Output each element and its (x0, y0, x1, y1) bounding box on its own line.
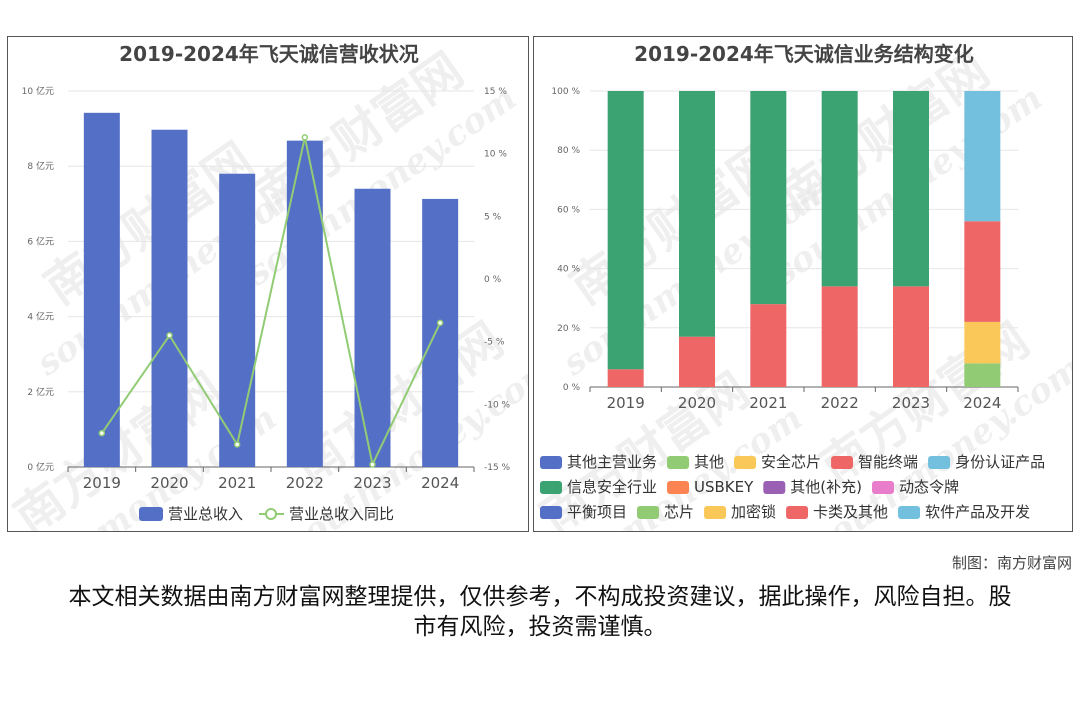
legend-swatch (872, 481, 895, 494)
legend-label: 芯片 (664, 503, 694, 521)
right-axis-tick: -15 % (484, 463, 511, 473)
y-axis-tick: 80 % (557, 146, 580, 156)
bar-revenue (286, 140, 323, 467)
right-axis-tick: -10 % (484, 400, 511, 410)
revenue-chart-panel: 南方财富网southmoney.com南方财富网southmoney.com南方… (7, 36, 529, 532)
legend-label: 其他(补充) (790, 478, 862, 496)
legend-swatch (667, 456, 690, 469)
right-axis-tick: 10 % (484, 150, 507, 160)
x-axis-label: 2023 (353, 474, 391, 492)
legend-label: 信息安全行业 (567, 478, 657, 496)
legend-label: 平衡项目 (567, 503, 627, 521)
chart-credit: 制图：南方财富网 (951, 554, 1072, 572)
bar-segment (893, 286, 929, 387)
legend-label: USBKEY (694, 478, 754, 496)
x-axis-label: 2024 (963, 394, 1001, 412)
legend-swatch (898, 506, 921, 519)
x-axis-label: 2019 (83, 474, 121, 492)
right-axis-tick: -5 % (484, 338, 505, 348)
y-axis-tick: 40 % (557, 265, 580, 275)
x-axis-label: 2021 (218, 474, 256, 492)
right-axis-tick: 0 % (484, 275, 502, 285)
x-axis-label: 2024 (421, 474, 459, 492)
legend-swatch (540, 481, 562, 494)
bar-revenue (219, 173, 256, 467)
legend-label: 动态令牌 (899, 478, 959, 496)
left-axis-tick: 0 亿元 (27, 461, 54, 473)
bar-segment (893, 91, 929, 287)
left-axis-tick: 4 亿元 (27, 311, 54, 323)
legend-label: 身份认证产品 (955, 453, 1045, 471)
y-axis-tick: 0 % (563, 383, 581, 393)
legend-label: 软件产品及开发 (925, 503, 1030, 521)
business-structure-chart: 南方财富网southmoney.com南方财富网southmoney.com南方… (534, 42, 1072, 531)
legend-swatch (540, 506, 562, 519)
legend-label: 智能终端 (858, 453, 918, 471)
point-revenue-yoy (166, 332, 173, 339)
legend-swatch (734, 456, 757, 469)
x-axis-label: 2022 (286, 474, 324, 492)
chart-title: 2019-2024年飞天诚信业务结构变化 (634, 42, 974, 66)
legend-label: 卡类及其他 (813, 503, 888, 521)
x-axis-label: 2020 (150, 474, 188, 492)
legend-swatch (763, 481, 786, 494)
business-structure-chart-panel: 南方财富网southmoney.com南方财富网southmoney.com南方… (533, 36, 1073, 532)
legend-swatch (786, 506, 809, 519)
right-axis-tick: 5 % (484, 212, 502, 222)
legend-label: 其他主营业务 (567, 453, 657, 471)
point-revenue-yoy (301, 134, 309, 141)
x-axis-label: 2020 (678, 394, 716, 412)
bar-segment (964, 91, 1001, 222)
legend-swatch-yoy-dot (265, 508, 277, 520)
left-axis-tick: 6 亿元 (27, 235, 54, 247)
bar-segment (821, 286, 858, 387)
legend-label: 营业总收入 (168, 505, 243, 523)
bar-segment (964, 221, 1001, 322)
bar-revenue (354, 188, 391, 467)
point-revenue-yoy (436, 319, 444, 327)
bar-segment (679, 91, 715, 337)
legend-swatch (667, 481, 690, 494)
bar-segment (964, 321, 1001, 364)
point-revenue-yoy (98, 429, 106, 437)
left-axis-tick: 10 亿元 (22, 85, 54, 97)
left-axis-tick: 2 亿元 (27, 386, 54, 398)
line-revenue-yoy (101, 137, 442, 468)
bar-segment (964, 363, 1001, 387)
point-revenue-yoy (369, 461, 376, 468)
y-axis-tick: 60 % (557, 205, 580, 215)
bar-segment (607, 369, 644, 387)
legend-swatch (928, 456, 951, 469)
bar-segment (821, 91, 858, 287)
y-axis-tick: 100 % (551, 87, 580, 97)
bar-segment (750, 304, 787, 387)
bar-segment (607, 91, 644, 370)
legend-label: 加密锁 (731, 503, 776, 521)
legend-swatch (704, 506, 727, 519)
x-axis-label: 2019 (607, 394, 645, 412)
bar-revenue (151, 129, 188, 467)
bar-revenue (422, 198, 459, 468)
legend-label: 其他 (694, 453, 724, 471)
left-axis-tick: 8 亿元 (27, 160, 54, 172)
bar-segment (750, 91, 787, 305)
revenue-chart: 南方财富网southmoney.com南方财富网southmoney.com南方… (8, 42, 528, 531)
legend-swatch (831, 456, 854, 469)
right-axis-tick: 15 % (484, 87, 507, 97)
legend-swatch-revenue (139, 507, 163, 521)
x-axis-label: 2021 (749, 394, 787, 412)
bar-segment (679, 336, 715, 387)
legend-label: 营业总收入同比 (289, 505, 394, 523)
point-revenue-yoy (233, 441, 241, 448)
legend-swatch (637, 506, 660, 519)
bar-revenue (83, 112, 120, 468)
legend-swatch (540, 456, 562, 469)
disclaimer-text: 本文相关数据由南方财富网整理提供，仅供参考，不构成投资建议，据此操作，风险自担。… (68, 584, 1012, 640)
x-axis-label: 2022 (821, 394, 859, 412)
y-axis-tick: 20 % (557, 324, 580, 334)
chart-title: 2019-2024年飞天诚信营收状况 (119, 42, 419, 66)
legend-label: 安全芯片 (761, 453, 821, 471)
x-axis-label: 2023 (892, 394, 930, 412)
